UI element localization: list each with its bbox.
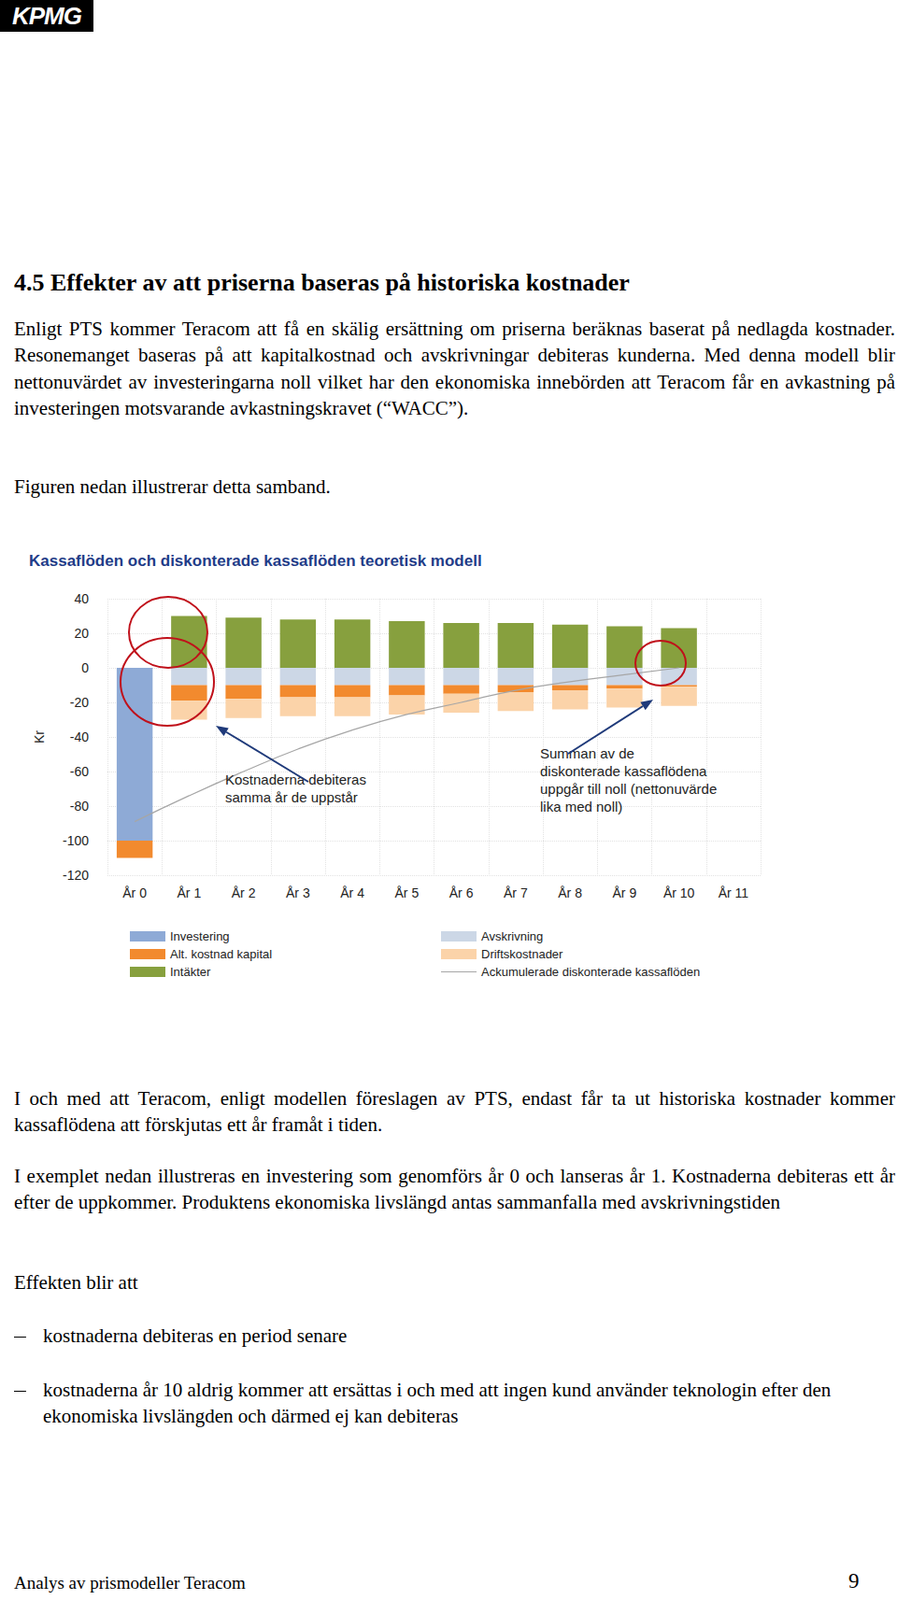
svg-text:-60: -60 xyxy=(70,764,89,780)
svg-text:0: 0 xyxy=(81,660,89,676)
html-text:Analys av prismodeller Teracom: Analys av prismodeller Teracom xyxy=(14,1573,246,1594)
svg-text:Alt. kostnad kapital: Alt. kostnad kapital xyxy=(170,947,272,962)
html-text:Enligt PTS kommer Teracom att: Enligt PTS kommer Teracom att få en skäl… xyxy=(14,317,896,420)
html-text:Effekten blir att: Effekten blir att xyxy=(14,1271,138,1295)
svg-text:samma år de uppstår: samma år de uppstår xyxy=(225,789,358,806)
html-text:9: 9 xyxy=(848,1569,860,1594)
svg-text:År 10: År 10 xyxy=(663,885,696,901)
svg-text:lika med noll): lika med noll) xyxy=(540,798,623,815)
svg-text:Kr: Kr xyxy=(31,730,47,744)
svg-text:År 2: År 2 xyxy=(231,885,257,901)
svg-text:År 5: År 5 xyxy=(395,885,420,901)
svg-text:20: 20 xyxy=(73,626,89,641)
svg-text:Kostnaderna debiteras: Kostnaderna debiteras xyxy=(225,771,367,788)
svg-text:År 7: År 7 xyxy=(503,885,528,901)
svg-text:Ackumulerade diskonterade kass: Ackumulerade diskonterade kassaflöden xyxy=(481,965,700,980)
svg-text:diskonterade kassaflödena: diskonterade kassaflödena xyxy=(540,763,708,780)
html-text:I och med att Teracom, enligt: I och med att Teracom, enligt modellen f… xyxy=(14,1087,896,1137)
svg-text:-120: -120 xyxy=(62,868,89,883)
html-text:4.5 Effekter av att priserna b: 4.5 Effekter av att priserna baseras på … xyxy=(14,269,630,297)
svg-text:År 1: År 1 xyxy=(177,885,202,901)
html-text:kostnaderna debiteras en perio: kostnaderna debiteras en period senare xyxy=(42,1324,348,1348)
svg-text:-40: -40 xyxy=(70,729,89,745)
svg-text:-100: -100 xyxy=(62,833,89,849)
svg-text:Summan av de: Summan av de xyxy=(540,745,635,762)
svg-text:40: 40 xyxy=(73,591,89,607)
svg-text:År 11: År 11 xyxy=(718,885,750,901)
html-text:I exemplet nedan illustreras e: I exemplet nedan illustreras en invester… xyxy=(14,1165,896,1215)
svg-text:uppgår till noll (nettonuvärde: uppgår till noll (nettonuvärde xyxy=(540,781,717,798)
svg-text:Driftskostnader: Driftskostnader xyxy=(481,947,564,962)
svg-text:År 9: År 9 xyxy=(612,885,638,901)
svg-text:År 6: År 6 xyxy=(449,885,474,901)
html-text:kostnaderna år 10 aldrig komme: kostnaderna år 10 aldrig kommer att ersä… xyxy=(42,1379,831,1429)
svg-text:Kassaflöden och diskonterade k: Kassaflöden och diskonterade kassaflöden… xyxy=(28,552,483,570)
svg-text:Investering: Investering xyxy=(170,929,230,944)
html-text:Figuren nedan illustrerar dett: Figuren nedan illustrerar detta samband. xyxy=(14,475,331,499)
svg-text:År 0: År 0 xyxy=(122,885,147,901)
svg-text:Intäkter: Intäkter xyxy=(170,965,212,980)
svg-text:År 4: År 4 xyxy=(340,885,365,901)
svg-text:År 8: År 8 xyxy=(557,885,583,901)
svg-text:-80: -80 xyxy=(70,798,89,814)
html-text:KPMG: KPMG xyxy=(12,1,82,30)
svg-text:-20: -20 xyxy=(70,695,89,711)
svg-text:År 3: År 3 xyxy=(285,885,311,901)
svg-text:Avskrivning: Avskrivning xyxy=(481,929,543,944)
